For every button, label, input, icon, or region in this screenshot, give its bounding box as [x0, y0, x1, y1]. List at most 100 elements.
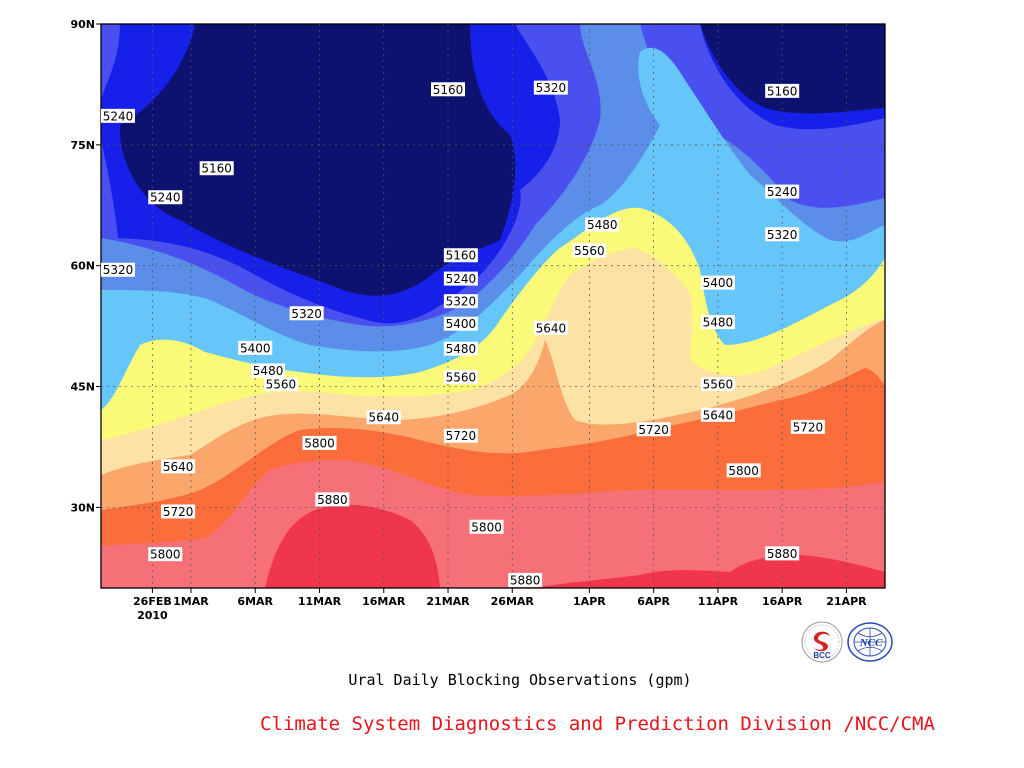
- contour-label-box: [443, 271, 478, 286]
- contour-label-text: 5480: [253, 364, 284, 378]
- contour-label-text: 5480: [446, 342, 477, 356]
- contour-label-text: 5480: [587, 218, 618, 232]
- band-above-5880: [265, 504, 885, 588]
- x-tick-label: 26MAR: [491, 595, 535, 608]
- contour-label-text: 5240: [767, 185, 798, 199]
- contour-label-text: 5560: [266, 378, 297, 392]
- contour-label: 5320: [533, 80, 568, 95]
- contour-label-text: 5400: [446, 317, 477, 331]
- contour-label-box: [251, 363, 286, 378]
- x-tick-label: 1MAR: [173, 595, 209, 608]
- year-label: 2010: [137, 609, 168, 622]
- x-tick-label: 11APR: [698, 595, 739, 608]
- contour-label-box: [533, 320, 568, 335]
- contour-label-box: [238, 340, 273, 355]
- contour-label-text: 5800: [150, 548, 181, 562]
- contour-label-box: [443, 341, 478, 356]
- x-tick-label: 1APR: [573, 595, 606, 608]
- contour-label: 5800: [469, 519, 504, 534]
- contour-label-box: [533, 80, 568, 95]
- y-axis: 30N 45N 60N 75N 90N: [70, 18, 101, 514]
- contour-label-box: [289, 306, 324, 321]
- y-tick-label: 75N: [70, 139, 95, 152]
- contour-label-text: 5560: [446, 370, 477, 384]
- contour-label-box: [302, 435, 337, 450]
- x-tick-label: 11MAR: [298, 595, 342, 608]
- contour-label-box: [443, 316, 478, 331]
- contour-label: 5640: [161, 459, 196, 474]
- contour-label-text: 5880: [317, 493, 348, 507]
- contour-label-box: [585, 217, 620, 232]
- contour-label: 5400: [443, 316, 478, 331]
- contour-label-box: [443, 428, 478, 443]
- x-axis: 26FEB 1MAR 6MAR 11MAR 16MAR 21MAR 26MAR 1APR 6AP…: [133, 588, 867, 622]
- contour-label: 5480: [251, 363, 286, 378]
- contour-label: 5240: [148, 190, 183, 205]
- contour-label-box: [101, 262, 135, 277]
- contour-label-box: [765, 83, 800, 98]
- contour-label-text: 5480: [703, 316, 734, 330]
- contour-label-text: 5800: [728, 464, 759, 478]
- contour-label-box: [161, 459, 196, 474]
- contour-label: 5480: [700, 315, 735, 330]
- contour-label: 5240: [443, 271, 478, 286]
- contour-label-text: 5560: [703, 378, 734, 392]
- contour-label: 5160: [199, 161, 234, 176]
- contour-label-text: 5320: [103, 263, 134, 277]
- contour-label-box: [765, 184, 800, 199]
- contour-label: 5800: [148, 547, 183, 562]
- contour-label-box: [700, 407, 735, 422]
- contour-label: 5160: [765, 83, 800, 98]
- contour-label-text: 5640: [163, 460, 194, 474]
- contour-label-text: 5800: [304, 436, 335, 450]
- contour-label-box: [366, 410, 401, 425]
- contour-label-box: [443, 248, 478, 263]
- contour-label-text: 5160: [767, 84, 798, 98]
- x-tick-label: 6MAR: [237, 595, 273, 608]
- y-tick-label: 60N: [70, 260, 95, 273]
- contour-label-text: 5320: [767, 228, 798, 242]
- contour-label-box: [469, 519, 504, 534]
- contour-label-box: [148, 547, 183, 562]
- contour-label-box: [636, 422, 671, 437]
- contour-label: 5880: [508, 572, 543, 587]
- contour-label-box: [726, 463, 761, 478]
- contour-label: 5720: [636, 422, 671, 437]
- grid: [101, 24, 885, 588]
- contour-label-box: [161, 504, 196, 519]
- contour-label-text: 5240: [446, 272, 477, 286]
- contour-label: 5320: [443, 294, 478, 309]
- contour-label-text: 5720: [793, 420, 824, 434]
- contour-label: 5560: [572, 243, 607, 258]
- contour-label-text: 5720: [446, 429, 477, 443]
- contour-label: 5480: [585, 217, 620, 232]
- contour-label-text: 5640: [536, 321, 567, 335]
- contour-label-text: 5320: [291, 307, 322, 321]
- credit-text: Climate System Diagnostics and Predictio…: [260, 713, 935, 735]
- contour-label: 5640: [366, 410, 401, 425]
- contour-label-text: 5240: [150, 191, 181, 205]
- contour-label: 5880: [765, 546, 800, 561]
- contour-label: 5720: [790, 419, 825, 434]
- contour-label: 5640: [700, 407, 735, 422]
- ncc-logo-text: NCC: [859, 637, 883, 649]
- contour-label: 5560: [443, 369, 478, 384]
- contour-label-text: 5720: [638, 423, 669, 437]
- contour-label: 5400: [238, 340, 273, 355]
- contour-label-box: [790, 419, 825, 434]
- contour-label: 5560: [700, 377, 735, 392]
- contour-label: 5320: [765, 227, 800, 242]
- x-tick-label: 6APR: [637, 595, 670, 608]
- contour-label-box: [199, 161, 234, 176]
- contour-fills: [101, 24, 885, 588]
- contour-label-text: 5640: [703, 408, 734, 422]
- contour-label-box: [263, 377, 298, 392]
- contour-label-box: [700, 275, 735, 290]
- contour-label-text: 5560: [574, 244, 605, 258]
- x-tick-label: 16APR: [762, 595, 803, 608]
- chart-title: Ural Daily Blocking Observations (gpm): [348, 671, 692, 689]
- contour-label-box: [315, 492, 350, 507]
- y-tick-label: 90N: [70, 18, 95, 31]
- contour-label-box: [765, 546, 800, 561]
